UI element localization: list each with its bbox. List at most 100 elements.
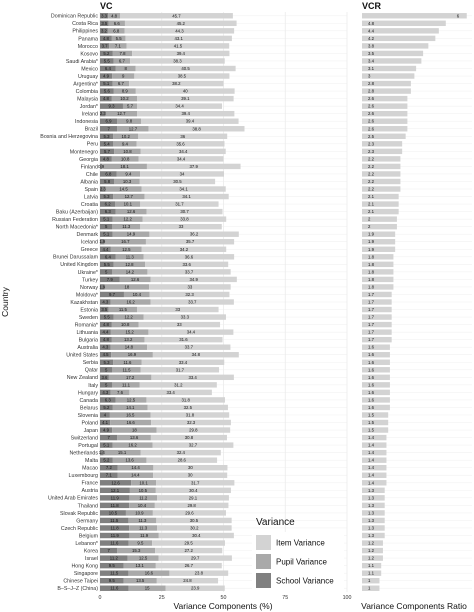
vcr-bar-value-label: 1.6: [368, 345, 375, 350]
vcr-bar: [362, 103, 408, 109]
vcr-bar-value-label: 1.7: [368, 300, 375, 305]
vc-bar-item-variance: [150, 276, 237, 283]
vc-bar-value-label: 34: [180, 171, 185, 176]
country-tick-label: Saudi Arabia*: [66, 59, 98, 65]
vcr-bar: [362, 359, 390, 365]
vcr-bar: [362, 65, 417, 72]
vc-bar-value-label: 11.3: [126, 254, 135, 259]
vc-bar-pupil-variance: [123, 562, 156, 569]
vcr-bar: [362, 239, 396, 245]
vc-bar-value-label: 3.5: [101, 307, 108, 312]
vc-bar-value-label: 31.6: [179, 337, 188, 342]
vc-bar-value-label: 11.5: [110, 518, 119, 523]
vc-bar-value-label: 28.6: [178, 458, 187, 463]
country-tick-label: Chile: [86, 172, 98, 178]
vcr-bar: [362, 193, 399, 200]
vcr-bar-value-label: 2.1: [368, 194, 375, 199]
vc-bar-value-label: 16.9: [128, 352, 137, 357]
vc-bar-value-label: 6.8: [105, 171, 112, 176]
vc-bar-value-label: 5: [105, 367, 108, 372]
country-tick-label: United States: [66, 353, 98, 359]
vc-bar-value-label: 15.2: [125, 330, 134, 335]
vcr-bar: [362, 186, 401, 192]
vcr-bar-value-label: 4.8: [368, 21, 375, 26]
vc-bar-school-variance: [100, 291, 124, 298]
vc-bar-item-variance: [169, 570, 229, 576]
vcr-bar-value-label: 2.2: [368, 156, 375, 161]
vc-bar-value-label: 31.7: [175, 202, 184, 207]
vc-bar-value-label: 8: [124, 66, 127, 71]
vc-bar-item-variance: [148, 329, 234, 335]
vc-bar-value-label: 4.3: [102, 345, 109, 350]
vcr-bar: [362, 216, 397, 222]
vc-bar-value-label: 15: [145, 586, 150, 591]
vc-bar-item-variance: [149, 284, 231, 290]
y-axis-label: Country: [0, 286, 10, 317]
vc-bar-item-variance: [152, 442, 234, 448]
vc-bar-item-variance: [147, 404, 228, 411]
vc-bar-value-label: 5.2: [103, 458, 110, 463]
country-tick-label: Qatar: [85, 368, 98, 374]
vcr-bar-value-label: 4.4: [368, 28, 375, 33]
vcr-bar-value-label: 1.9: [368, 239, 375, 244]
vc-bar-school-variance: [100, 20, 109, 27]
country-tick-label: Estonia: [80, 307, 98, 313]
vc-bar-value-label: 2.3: [100, 111, 107, 116]
country-tick-label: Kazakhstan: [70, 300, 98, 306]
vcr-bar-value-label: 2.6: [368, 119, 375, 124]
vc-bar-value-label: 5.5: [104, 262, 111, 267]
vc-bar-value-label: 5: [105, 224, 108, 229]
vcr-bar: [362, 570, 382, 576]
vc-bar-value-label: 7.6: [117, 390, 124, 395]
vc-bar-value-label: 6.4: [105, 66, 112, 71]
vcr-bar: [362, 457, 387, 463]
vcr-bar-value-label: 2.3: [368, 149, 375, 154]
vcr-bar-value-label: 1.3: [368, 525, 375, 530]
vc-bar-item-variance: [144, 193, 229, 200]
country-tick-label: Greece: [81, 247, 98, 253]
vc-bar-school-variance: [100, 540, 129, 546]
vc-bar-pupil-variance: [111, 156, 139, 162]
vc-bar-school-variance: [100, 246, 111, 252]
vc-bar-value-label: 14.2: [126, 269, 135, 274]
vc-bar-value-label: 30: [188, 473, 193, 478]
country-tick-label: United Arab Emirates: [48, 496, 98, 502]
vc-bar-pupil-variance: [113, 261, 146, 268]
vc-bar-pupil-variance: [128, 540, 153, 546]
vcr-bar-value-label: 3: [368, 74, 371, 79]
vc-bar-item-variance: [130, 58, 225, 64]
vc-bar-value-label: 45.7: [172, 13, 181, 18]
vcr-bar-value-label: 2.2: [368, 164, 375, 169]
vc-bar-school-variance: [100, 95, 112, 102]
vc-bar-school-variance: [100, 495, 130, 501]
vc-bar-item-variance: [153, 472, 228, 478]
vc-bar-value-label: 5.7: [104, 149, 111, 154]
vc-bar-value-label: 12.7: [125, 194, 134, 199]
vc-bar-item-variance: [140, 201, 219, 207]
vc-bar-value-label: 33.4: [179, 360, 188, 365]
vc-bar-item-variance: [140, 223, 222, 230]
vcr-bar: [362, 73, 415, 79]
vc-bar-value-label: 12.1: [111, 488, 120, 493]
vc-bar-pupil-variance: [105, 110, 138, 117]
vc-bar-item-variance: [158, 555, 232, 561]
vc-bar-value-label: 34.8: [192, 352, 201, 357]
vc-bar-value-label: 10.1: [124, 202, 133, 207]
vcr-bar-value-label: 3.5: [368, 51, 375, 56]
country-tick-label: Israel: [85, 556, 98, 562]
vc-bar-item-variance: [149, 291, 230, 298]
vc-bar-school-variance: [100, 118, 118, 124]
vcr-bar-value-label: 1.8: [368, 254, 375, 259]
vc-bar-value-label: 33.3: [181, 315, 190, 320]
vc-bar-value-label: 5.5: [104, 58, 111, 63]
vc-bar-pupil-variance: [112, 427, 157, 433]
vcr-bar: [362, 171, 401, 177]
vc-bar-school-variance: [100, 208, 116, 215]
vc-bar-item-variance: [145, 261, 229, 268]
vcr-bar: [362, 419, 389, 426]
country-tick-label: Albania: [80, 179, 98, 185]
vcr-bar-value-label: 2.6: [368, 96, 375, 101]
vc-bar-value-label: 7: [107, 548, 110, 553]
vcr-bar-value-label: 1.7: [368, 307, 375, 312]
vc-bar-value-label: 33.8: [180, 217, 189, 222]
